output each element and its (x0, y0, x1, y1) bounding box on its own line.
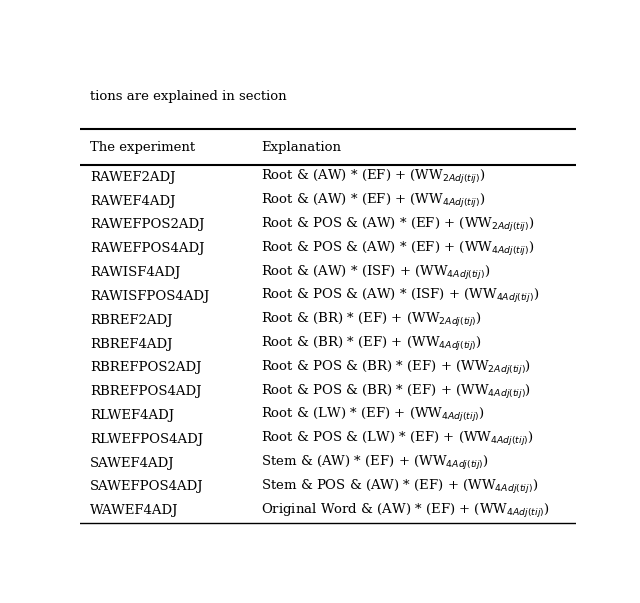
Text: Root & POS & (AW) * (ISF) + (W$\mathregular{W}_{4Adj(tij)}$): Root & POS & (AW) * (ISF) + (W$\mathregu… (261, 288, 540, 305)
Text: Explanation: Explanation (261, 141, 341, 154)
Text: RAWISF4ADJ: RAWISF4ADJ (90, 266, 180, 279)
Text: RLWEF4ADJ: RLWEF4ADJ (90, 409, 174, 422)
Text: RBREF2ADJ: RBREF2ADJ (90, 314, 172, 327)
Text: RAWEF4ADJ: RAWEF4ADJ (90, 195, 175, 207)
Text: Root & POS & (AW) * (EF) + (W$\mathregular{W}_{2Adj(tij)}$): Root & POS & (AW) * (EF) + (W$\mathregul… (261, 216, 534, 234)
Text: Original Word & (AW) * (EF) + (W$\mathregular{W}_{4Adj(tij)}$): Original Word & (AW) * (EF) + (W$\mathre… (261, 502, 550, 520)
Text: Root & (BR) * (EF) + (W$\mathregular{W}_{2Adj(tij)}$): Root & (BR) * (EF) + (W$\mathregular{W}_… (261, 311, 482, 329)
Text: tions are explained in section: tions are explained in section (90, 90, 287, 103)
Text: Root & POS & (BR) * (EF) + (W$\mathregular{W}_{2Adj(tij)}$): Root & POS & (BR) * (EF) + (W$\mathregul… (261, 359, 531, 377)
Text: Root & (AW) * (ISF) + (W$\mathregular{W}_{4Adj(tij)}$): Root & (AW) * (ISF) + (W$\mathregular{W}… (261, 264, 490, 282)
Text: Root & POS & (LW) * (EF) + (W$\mathregular{W}_{4Adj(tij)}$): Root & POS & (LW) * (EF) + (W$\mathregul… (261, 431, 534, 448)
Text: RAWISFPOS4ADJ: RAWISFPOS4ADJ (90, 290, 209, 303)
Text: Root & POS & (BR) * (EF) + (W$\mathregular{W}_{4Adj(tij)}$): Root & POS & (BR) * (EF) + (W$\mathregul… (261, 383, 531, 400)
Text: Root & POS & (AW) * (EF) + (W$\mathregular{W}_{4Adj(tij)}$): Root & POS & (AW) * (EF) + (W$\mathregul… (261, 240, 534, 257)
Text: RAWEF2ADJ: RAWEF2ADJ (90, 171, 175, 184)
Text: Root & (AW) * (EF) + (W$\mathregular{W}_{4Adj(tij)}$): Root & (AW) * (EF) + (W$\mathregular{W}_… (261, 192, 486, 210)
Text: RBREFPOS2ADJ: RBREFPOS2ADJ (90, 361, 202, 374)
Text: SAWEF4ADJ: SAWEF4ADJ (90, 456, 175, 470)
Text: RAWEFPOS4ADJ: RAWEFPOS4ADJ (90, 242, 204, 255)
Text: Stem & (AW) * (EF) + (W$\mathregular{W}_{4Adj(tij)}$): Stem & (AW) * (EF) + (W$\mathregular{W}_… (261, 454, 489, 472)
Text: Root & (BR) * (EF) + (W$\mathregular{W}_{4Adj(tij)}$): Root & (BR) * (EF) + (W$\mathregular{W}_… (261, 335, 482, 353)
Text: SAWEFPOS4ADJ: SAWEFPOS4ADJ (90, 481, 204, 493)
Text: Stem & POS & (AW) * (EF) + (W$\mathregular{W}_{4Adj(tij)}$): Stem & POS & (AW) * (EF) + (W$\mathregul… (261, 478, 538, 496)
Text: RAWEFPOS2ADJ: RAWEFPOS2ADJ (90, 218, 204, 232)
Text: The experiment: The experiment (90, 141, 195, 154)
Text: RLWEFPOS4ADJ: RLWEFPOS4ADJ (90, 433, 203, 446)
Text: Root & (LW) * (EF) + (W$\mathregular{W}_{4Adj(tij)}$): Root & (LW) * (EF) + (W$\mathregular{W}_… (261, 406, 484, 425)
Text: WAWEF4ADJ: WAWEF4ADJ (90, 504, 179, 517)
Text: RBREFPOS4ADJ: RBREFPOS4ADJ (90, 385, 202, 398)
Text: RBREF4ADJ: RBREF4ADJ (90, 338, 172, 350)
Text: Root & (AW) * (EF) + (W$\mathregular{W}_{2Adj(tij)}$): Root & (AW) * (EF) + (W$\mathregular{W}_… (261, 168, 486, 186)
